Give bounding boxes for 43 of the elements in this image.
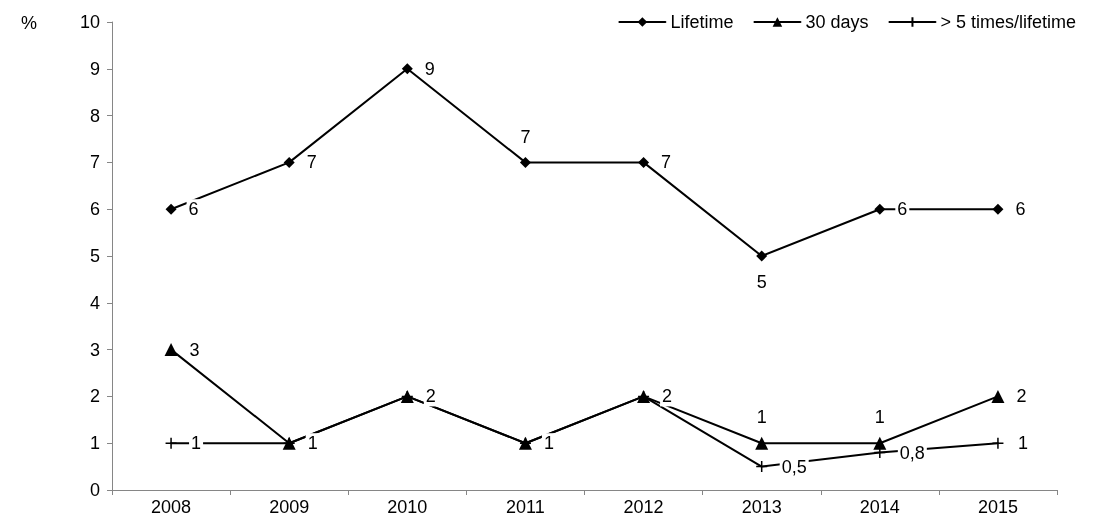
data-label: 1 bbox=[191, 433, 202, 454]
y-tick-label: 2 bbox=[89, 386, 100, 407]
x-tick-label: 2010 bbox=[387, 497, 428, 517]
data-label: 1 bbox=[1017, 433, 1028, 454]
y-tick-label: 9 bbox=[89, 58, 100, 79]
legend-label: Lifetime bbox=[670, 12, 734, 32]
data-label: 5 bbox=[756, 271, 767, 292]
y-tick-label: 0 bbox=[89, 480, 100, 500]
y-tick-label: 3 bbox=[89, 339, 100, 360]
data-label: 2 bbox=[425, 386, 436, 407]
data-label: 7 bbox=[661, 152, 672, 173]
y-tick-label: 5 bbox=[89, 246, 100, 266]
y-tick-label: 8 bbox=[89, 105, 100, 126]
y-tick-label: 7 bbox=[89, 152, 100, 173]
x-tick-label: 2008 bbox=[151, 497, 192, 517]
x-tick-label: 2014 bbox=[859, 497, 900, 517]
data-label: 2 bbox=[662, 386, 673, 407]
data-label: 2 bbox=[1016, 386, 1027, 407]
data-label: 7 bbox=[306, 152, 317, 173]
data-label: 0,5 bbox=[781, 456, 807, 477]
data-label: 1 bbox=[874, 406, 885, 427]
legend-label: 30 days bbox=[805, 12, 869, 32]
y-axis-title: % bbox=[20, 13, 37, 33]
y-tick-label: 4 bbox=[89, 292, 100, 313]
y-tick-label: 6 bbox=[89, 199, 100, 220]
data-label: 6 bbox=[897, 199, 908, 220]
data-label: 7 bbox=[520, 126, 531, 147]
data-label: 6 bbox=[188, 199, 199, 220]
data-label: 1 bbox=[543, 433, 554, 454]
y-tick-label: 10 bbox=[79, 12, 100, 32]
data-label: 6 bbox=[1015, 199, 1026, 220]
data-label: 3 bbox=[189, 339, 200, 360]
y-tick-label: 1 bbox=[89, 433, 100, 454]
data-label: 0,8 bbox=[899, 442, 925, 463]
data-label: 9 bbox=[424, 58, 435, 79]
x-tick-label: 2013 bbox=[741, 497, 782, 517]
x-tick-label: 2012 bbox=[623, 497, 664, 517]
x-tick-label: 2009 bbox=[269, 497, 310, 517]
data-label: 1 bbox=[307, 433, 318, 454]
data-label: 1 bbox=[756, 406, 767, 427]
legend-label: > 5 times/lifetime bbox=[940, 12, 1076, 32]
x-tick-label: 2011 bbox=[506, 497, 545, 517]
x-tick-label: 2015 bbox=[977, 497, 1018, 517]
